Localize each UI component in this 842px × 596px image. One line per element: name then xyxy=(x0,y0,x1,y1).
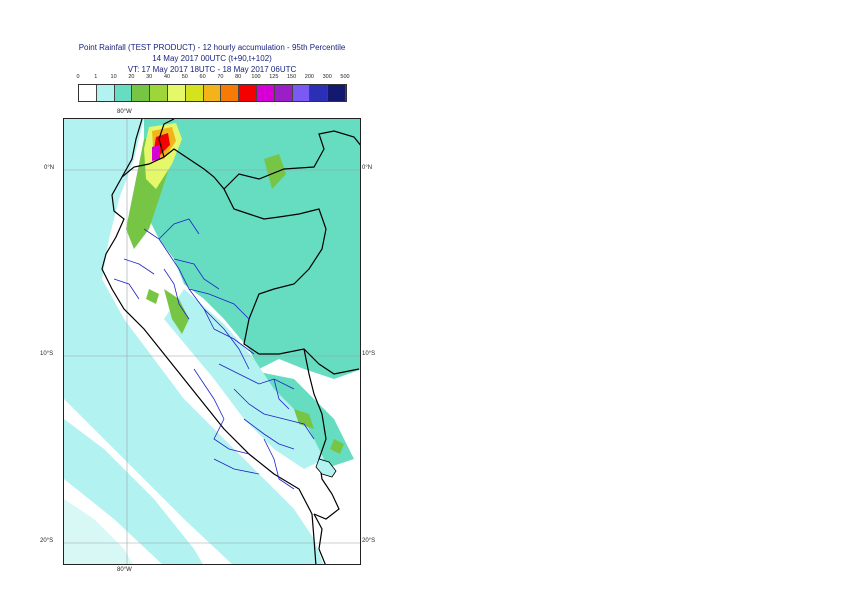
legend-swatch xyxy=(221,85,240,101)
rain-green-patch-5 xyxy=(330,439,344,454)
title-line-1: Point Rainfall (TEST PRODUCT) - 12 hourl… xyxy=(78,43,346,52)
legend-swatch xyxy=(328,85,346,101)
legend-threshold-label: 125 xyxy=(269,74,279,80)
rain-green-patch-4 xyxy=(146,289,159,304)
legend-swatch xyxy=(274,85,293,101)
legend-swatch xyxy=(292,85,311,101)
ocean-rain-area xyxy=(64,119,324,564)
legend-swatch xyxy=(203,85,222,101)
legend-threshold-label: 150 xyxy=(287,74,297,80)
rain-magenta-peak xyxy=(152,145,160,161)
lat-label-20-left: 20°S xyxy=(40,538,54,544)
legend-threshold-label: 0 xyxy=(76,74,80,80)
color-legend: 0 1 10 20 30 40 50 60 70 80 100 125 150 200 300 500 xyxy=(76,74,350,102)
legend-swatch xyxy=(132,85,151,101)
country-border-brazil-north xyxy=(223,130,360,190)
legend-swatch xyxy=(185,85,204,101)
lat-label-10-right: 10°S xyxy=(362,351,376,357)
legend-swatch xyxy=(150,85,168,101)
legend-threshold-label: 1 xyxy=(94,74,98,80)
legend-threshold-label: 70 xyxy=(217,74,224,80)
title-line-2: 14 May 2017 00UTC (t+90,t+102) xyxy=(152,54,272,63)
coastline xyxy=(101,119,317,564)
land-rain-area xyxy=(144,119,360,379)
legend-swatch xyxy=(114,85,133,101)
legend-swatch xyxy=(239,85,257,101)
legend-threshold-label: 200 xyxy=(304,74,314,80)
legend-threshold-label: 80 xyxy=(235,74,242,80)
lat-label-20-right: 20°S xyxy=(362,538,376,544)
legend-threshold-label: 20 xyxy=(128,74,135,80)
rain-green-patch-3 xyxy=(294,409,314,429)
legend-threshold-label: 100 xyxy=(251,74,261,80)
legend-swatch xyxy=(167,85,186,101)
lon-label-bottom: 80°W xyxy=(117,567,132,573)
rainfall-map xyxy=(63,118,361,565)
region-borders xyxy=(113,218,315,490)
legend-color-bar xyxy=(78,84,347,102)
lon-label-top: 80°W xyxy=(117,109,132,115)
legend-threshold-labels: 0 1 10 20 30 40 50 60 70 80 100 125 150 200 300 500 xyxy=(76,74,350,84)
legend-swatch xyxy=(96,85,115,101)
lat-label-10-left: 10°S xyxy=(40,351,54,357)
country-border-colombia xyxy=(158,119,175,158)
legend-threshold-label: 300 xyxy=(322,74,332,80)
lat-label-0-left: 0°N xyxy=(44,165,55,171)
ocean-rain-streak-1 xyxy=(64,419,203,564)
country-border-chile-bolivia xyxy=(313,513,326,564)
country-border-ecuador-peru xyxy=(121,148,360,375)
lat-label-0-right: 0°N xyxy=(362,165,373,171)
legend-threshold-label: 50 xyxy=(181,74,188,80)
ocean-rain-streak-2 xyxy=(64,499,133,564)
legend-swatch xyxy=(310,85,329,101)
legend-threshold-label: 60 xyxy=(199,74,206,80)
legend-swatch xyxy=(79,85,97,101)
rain-green-patch-1 xyxy=(164,289,189,334)
lake-titicaca xyxy=(315,458,337,478)
map-title: Point Rainfall (TEST PRODUCT) - 12 hourl… xyxy=(62,42,362,75)
legend-threshold-label: 500 xyxy=(340,74,350,80)
legend-threshold-label: 30 xyxy=(146,74,153,80)
map-canvas xyxy=(64,119,360,564)
land-light-area xyxy=(164,289,324,469)
rain-green-patch-2 xyxy=(264,154,286,189)
legend-threshold-label: 10 xyxy=(110,74,117,80)
legend-swatch xyxy=(256,85,275,101)
title-line-3: VT: 17 May 2017 18UTC - 18 May 2017 06UT… xyxy=(127,65,297,74)
legend-threshold-label: 40 xyxy=(163,74,171,80)
